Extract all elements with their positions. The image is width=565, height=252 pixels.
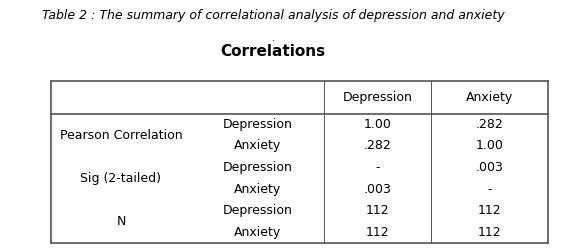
Text: N: N bbox=[116, 215, 125, 228]
Text: -: - bbox=[487, 183, 492, 196]
Text: .282: .282 bbox=[476, 118, 503, 131]
Text: 1.00: 1.00 bbox=[364, 118, 392, 131]
Text: Depression: Depression bbox=[223, 204, 293, 217]
Text: Correlations: Correlations bbox=[221, 44, 326, 59]
Text: .282: .282 bbox=[364, 139, 392, 152]
Text: Depression: Depression bbox=[223, 118, 293, 131]
Text: .: . bbox=[272, 33, 275, 43]
Text: .003: .003 bbox=[364, 183, 392, 196]
Text: Depression: Depression bbox=[223, 161, 293, 174]
Text: -: - bbox=[376, 161, 380, 174]
Text: Anxiety: Anxiety bbox=[234, 183, 281, 196]
Text: Table 2 : The summary of correlational analysis of depression and anxiety: Table 2 : The summary of correlational a… bbox=[42, 9, 505, 22]
Text: Pearson Correlation: Pearson Correlation bbox=[60, 129, 182, 142]
Text: Anxiety: Anxiety bbox=[466, 91, 513, 104]
Text: 112: 112 bbox=[477, 204, 501, 217]
Text: Sig (2-tailed): Sig (2-tailed) bbox=[80, 172, 162, 185]
Text: Anxiety: Anxiety bbox=[234, 226, 281, 239]
Text: .003: .003 bbox=[476, 161, 503, 174]
Text: 112: 112 bbox=[477, 226, 501, 239]
Text: Depression: Depression bbox=[343, 91, 413, 104]
Text: 112: 112 bbox=[366, 226, 390, 239]
Text: 112: 112 bbox=[366, 204, 390, 217]
Text: 1.00: 1.00 bbox=[476, 139, 503, 152]
Text: Anxiety: Anxiety bbox=[234, 139, 281, 152]
